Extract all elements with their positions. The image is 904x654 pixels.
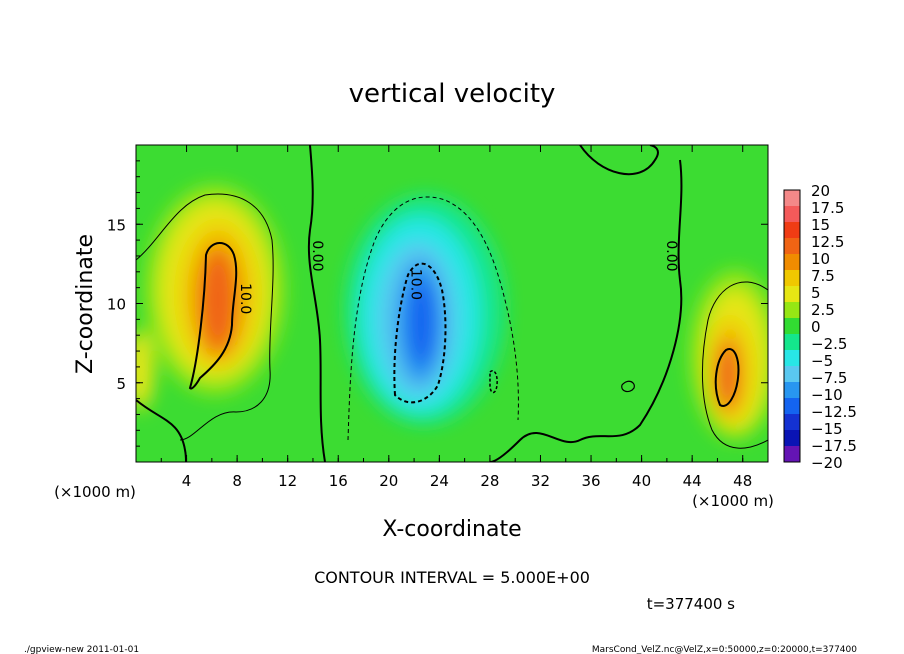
colorbar-swatch: [784, 254, 800, 270]
colorbar-swatch: [784, 270, 800, 286]
x-axis-label: X-coordinate: [382, 517, 521, 542]
time-text: t=377400 s: [647, 595, 735, 613]
y-tick-label: 10: [107, 296, 126, 314]
colorbar-label: 20: [811, 182, 830, 200]
contour-interval-text: CONTOUR INTERVAL = 5.000E+00: [314, 568, 590, 587]
colorbar-label: 15: [811, 216, 830, 234]
y-tick-label: 5: [116, 375, 126, 393]
colorbar-label: 12.5: [811, 233, 844, 251]
colorbar-label: 2.5: [811, 301, 835, 319]
colorbar-frame: [783, 189, 801, 463]
contour-lines: [136, 145, 768, 462]
contour-line-10-left: [188, 242, 238, 390]
contour-line-0-left: [307, 145, 326, 462]
footer-right: MarsCond_VelZ.nc@VelZ,x=0:50000,z=0:2000…: [592, 645, 857, 654]
x-unit-left: (×1000 m): [54, 483, 136, 501]
chart-title: vertical velocity: [349, 79, 556, 109]
colorbar-swatch: [784, 286, 800, 302]
colorbar-swatch: [784, 190, 800, 206]
contour-line-5-left: [136, 193, 274, 441]
x-tick-label: 36: [581, 472, 600, 490]
colorbar-label: −15: [811, 420, 843, 438]
footer-left: ./gpview-new 2011-01-01: [24, 645, 139, 654]
plot-area: 0.00 10.0 10.0 0.00: [136, 145, 768, 462]
contour-label: 10.0: [237, 283, 253, 314]
contour-line-5-right: [701, 281, 768, 449]
colorbar-swatch: [784, 334, 800, 350]
contour-labels: 0.00 10.0 10.0 0.00: [237, 240, 679, 314]
colorbar-swatch: [784, 318, 800, 334]
colorbar-label: −12.5: [811, 403, 857, 421]
contour-label: 0.00: [309, 240, 325, 271]
colorbar-label: −5: [811, 352, 833, 370]
colorbar-label: 5: [811, 284, 821, 302]
colorbar-swatch: [784, 222, 800, 238]
colorbar-swatch: [784, 302, 800, 318]
x-tick-label: 24: [430, 472, 449, 490]
x-tick-label: 40: [632, 472, 651, 490]
y-tick-label: 15: [107, 216, 126, 234]
colorbar-label: −7.5: [811, 369, 847, 387]
contour-line-neg10-center: [393, 262, 447, 404]
y-axis-label: Z-coordinate: [73, 234, 98, 374]
shade-left-edge: [136, 330, 154, 410]
colorbar-label: 17.5: [811, 199, 844, 217]
colorbar-label: −10: [811, 386, 843, 404]
colorbar-label: −2.5: [811, 335, 847, 353]
contour-line-0-top: [579, 145, 659, 176]
x-tick-label: 8: [232, 472, 242, 490]
contour-small-loop: [621, 380, 635, 393]
x-tick-label: 32: [531, 472, 550, 490]
colorbar-swatch: [784, 382, 800, 398]
colorbar: 2017.51512.5107.552.50−2.5−5−7.5−10−12.5…: [783, 182, 857, 472]
colorbar-label: 10: [811, 250, 830, 268]
x-tick-label: 12: [278, 472, 297, 490]
colorbar-swatch: [784, 446, 800, 462]
colorbar-swatch: [784, 350, 800, 366]
contour-small-dashed: [489, 370, 498, 394]
x-tick-label: 16: [329, 472, 348, 490]
shading-layer: [136, 185, 768, 440]
colorbar-label: −20: [811, 454, 843, 472]
colorbar-label: 0: [811, 318, 821, 336]
contour-line-0-left-low: [136, 399, 187, 462]
x-unit-right: (×1000 m): [692, 492, 774, 510]
colorbar-swatch: [784, 414, 800, 430]
contour-line-0-right: [489, 159, 683, 462]
colorbar-swatch: [784, 430, 800, 446]
contour-label: 0.00: [663, 240, 679, 271]
colorbar-swatch: [784, 238, 800, 254]
contour-line-10-right: [714, 348, 740, 407]
colorbar-label: −17.5: [811, 437, 857, 455]
colorbar-swatch: [784, 398, 800, 414]
colorbar-swatch: [784, 366, 800, 382]
x-tick-label: 44: [683, 472, 702, 490]
colorbar-label: 7.5: [811, 267, 835, 285]
x-tick-label: 20: [379, 472, 398, 490]
x-tick-label: 48: [733, 472, 752, 490]
shade-left-red: [202, 252, 234, 348]
colorbar-swatch: [784, 206, 800, 222]
shade-center-darkblue: [408, 278, 436, 366]
x-tick-label: 4: [182, 472, 192, 490]
contour-line-neg5-center: [347, 196, 519, 441]
x-tick-label: 28: [480, 472, 499, 490]
contour-label: 10.0: [408, 269, 424, 300]
